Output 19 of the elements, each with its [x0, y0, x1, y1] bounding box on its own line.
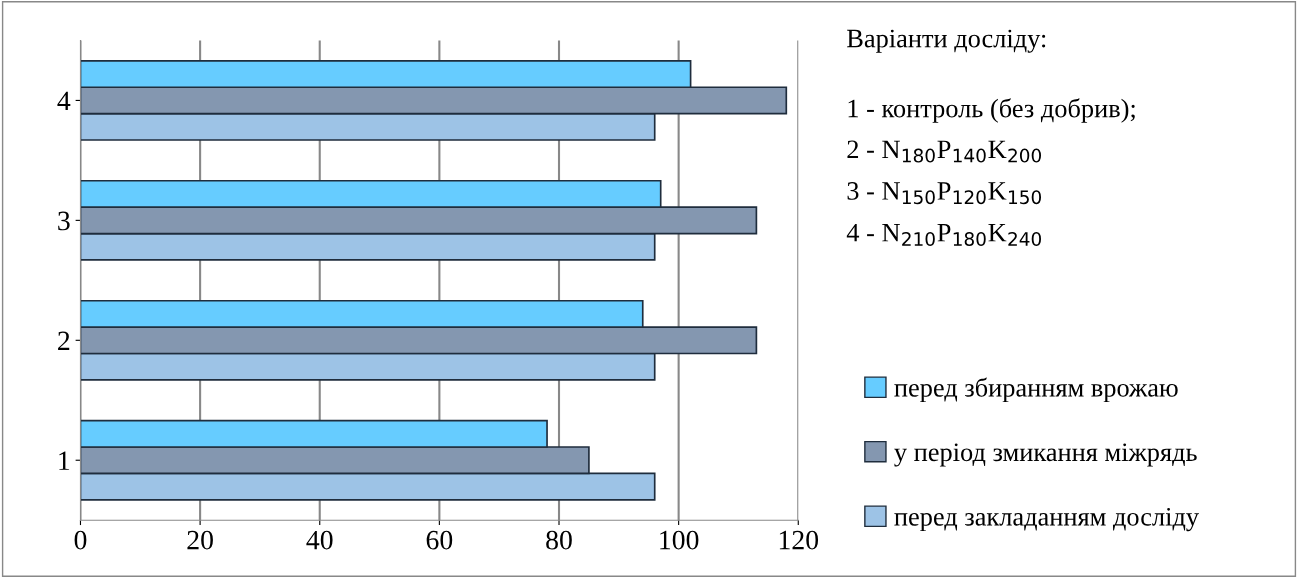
x-tick-label: 80 — [546, 530, 572, 550]
text: Варіанти досліду: — [847, 29, 1046, 53]
y-tick-label: 4 — [57, 91, 71, 111]
y-tick-label: 3 — [58, 211, 70, 231]
legend-label: у період змикання міжрядь — [894, 443, 1197, 467]
x-tick-label: 40 — [306, 530, 333, 550]
y-tick-label: 2 — [58, 331, 70, 350]
text: 2 - N$_{180}$P$_{140}$K$_{200}$ — [847, 140, 1042, 163]
text: 3 - N$_{150}$P$_{120}$K$_{150}$ — [847, 182, 1042, 205]
x-tick-label: 60 — [426, 530, 453, 550]
x-tick-label: 20 — [187, 530, 213, 550]
text: 1 - контроль (без добрив); — [848, 98, 1135, 123]
x-tick-label: 120 — [779, 530, 819, 550]
legend-label: перед закладанням досліду — [894, 507, 1199, 532]
text: 4 - N$_{210}$P$_{180}$K$_{240}$ — [846, 224, 1042, 246]
legend-label: перед збиранням врожаю — [894, 377, 1178, 403]
x-tick-label: 0 — [74, 530, 87, 550]
x-tick-label: 100 — [660, 530, 699, 550]
y-tick-label: 1 — [59, 451, 70, 470]
